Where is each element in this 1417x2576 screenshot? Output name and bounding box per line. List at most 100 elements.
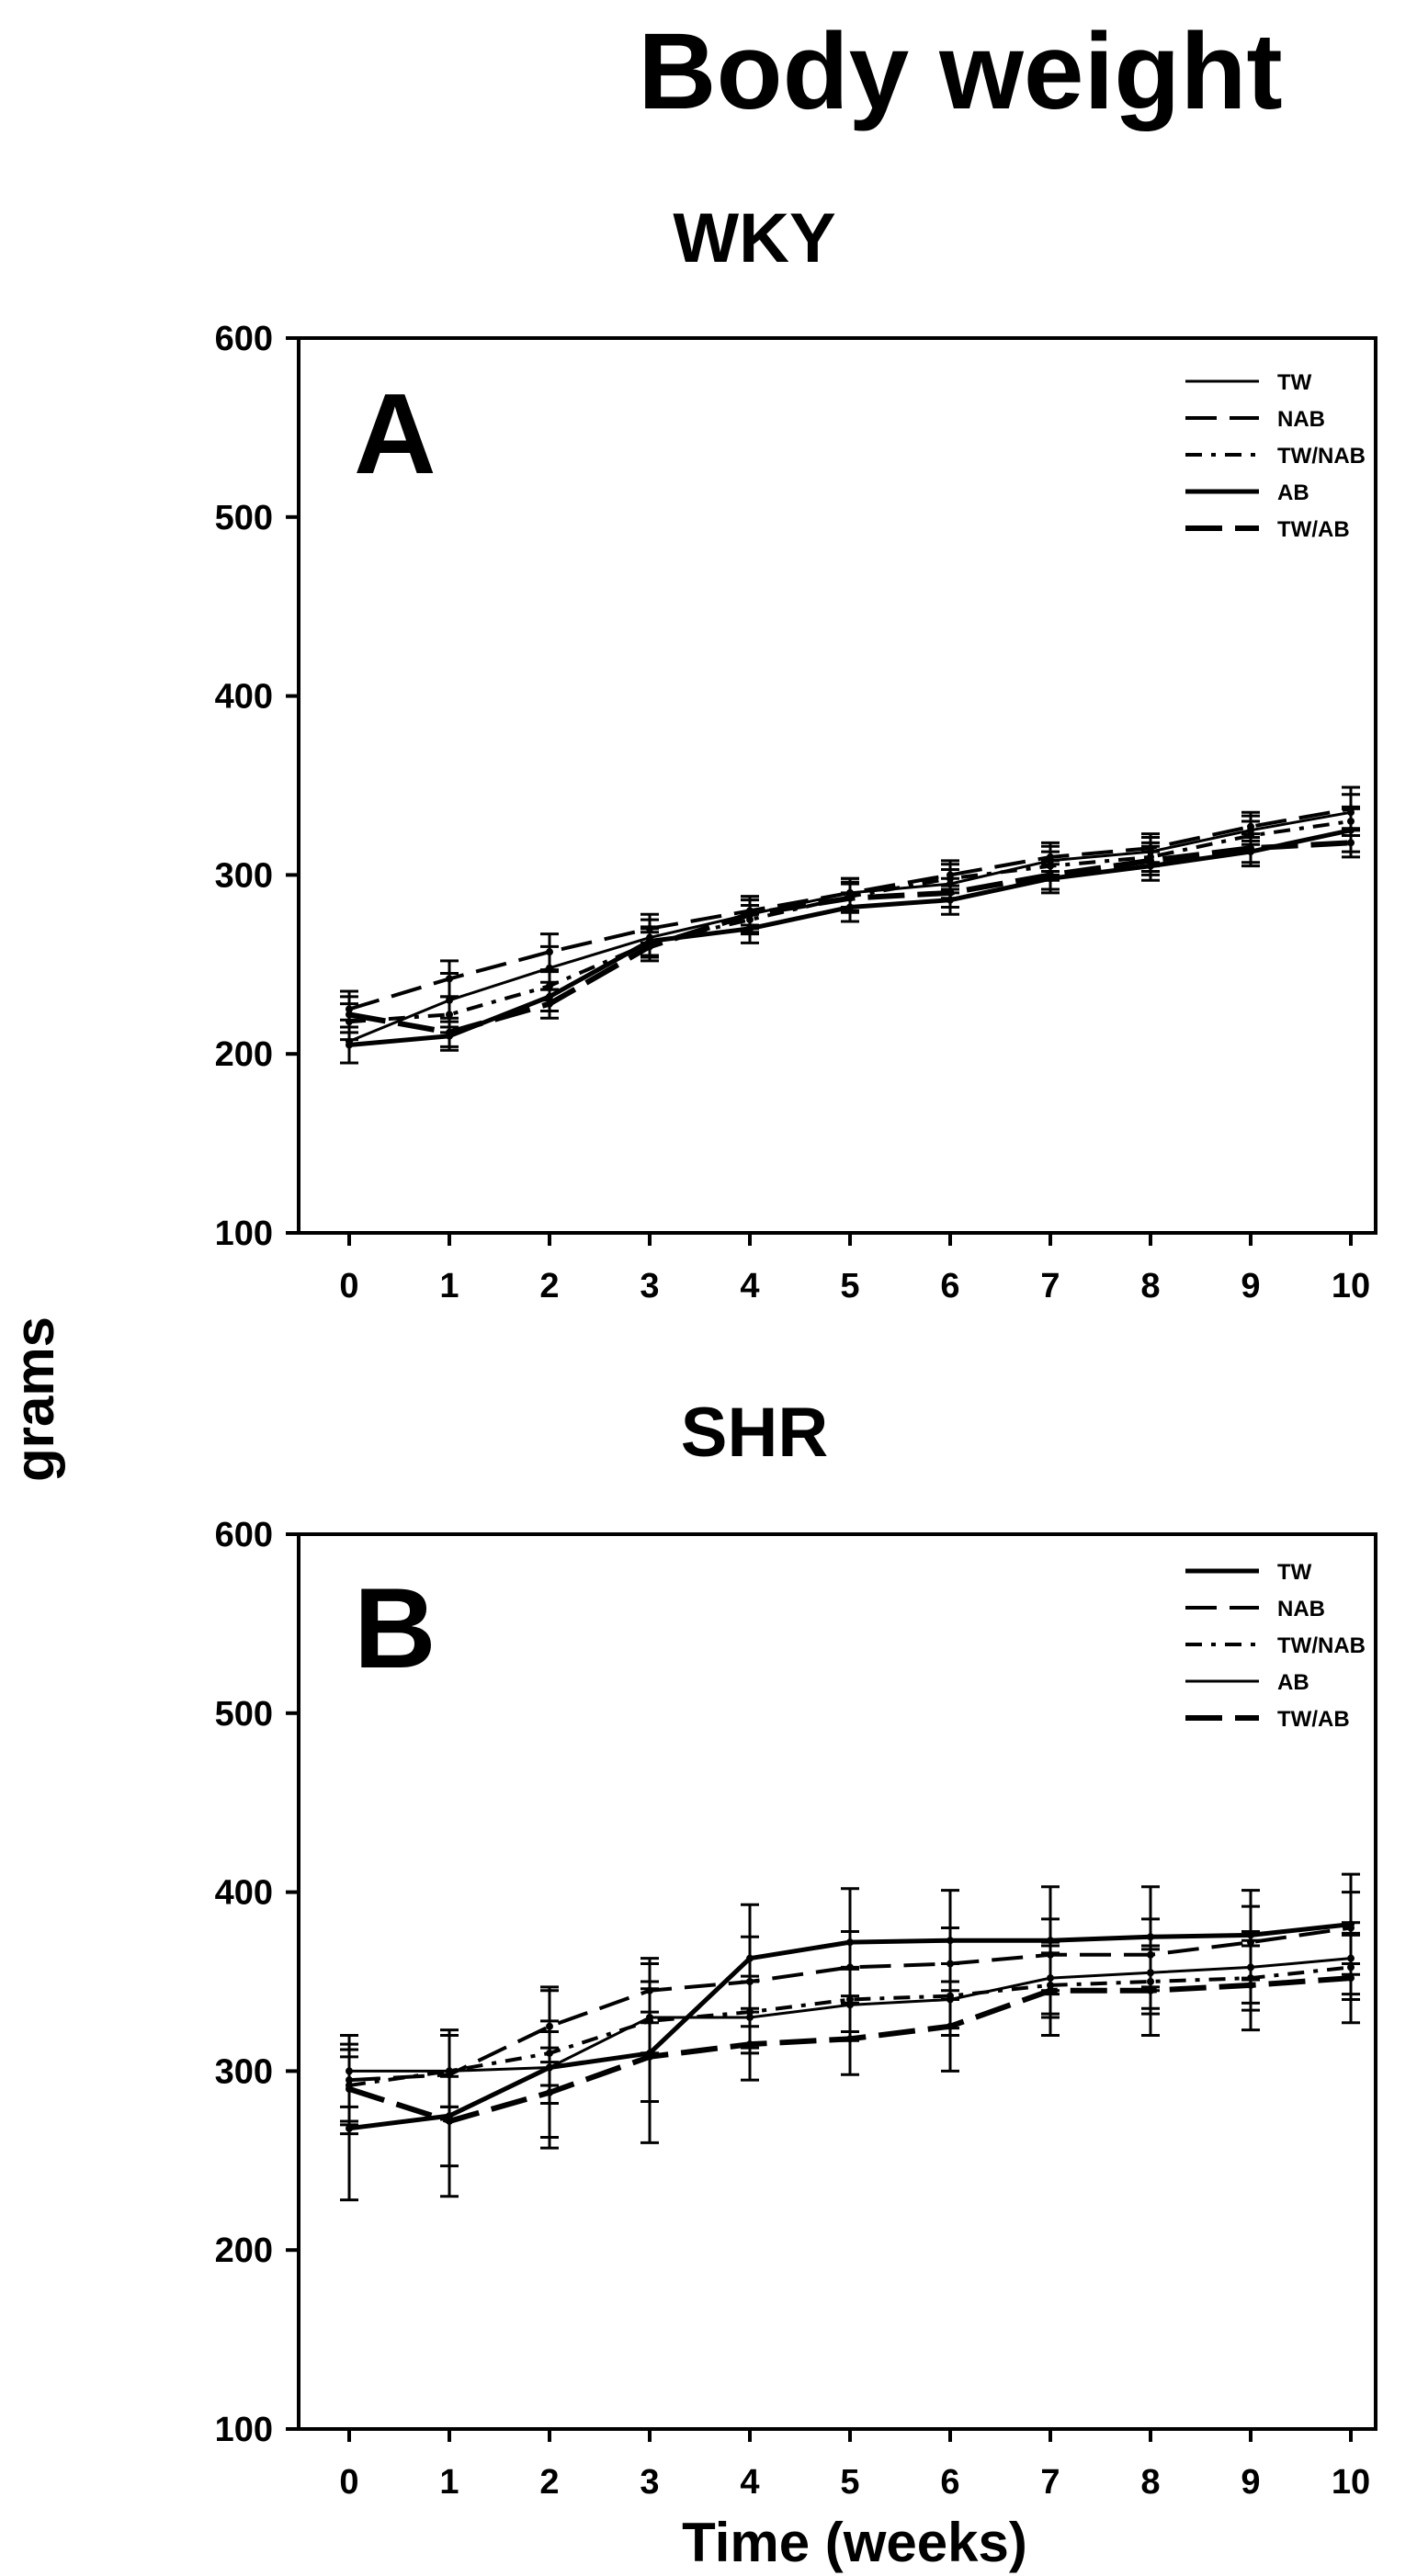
series-tw-nab xyxy=(340,805,1360,1042)
plot-frame xyxy=(297,336,1377,1235)
data-point xyxy=(646,2052,653,2061)
y-tick-label: 600 xyxy=(215,1516,273,1554)
legend-entry: NAB xyxy=(1185,407,1325,432)
data-point xyxy=(947,888,954,897)
data-point xyxy=(1047,871,1054,879)
data-point xyxy=(546,948,553,956)
x-tick-label: 7 xyxy=(1040,1267,1060,1305)
legend-entry: TW/AB xyxy=(1185,517,1350,542)
plot-frame xyxy=(297,1532,1377,2431)
x-tick-label: 0 xyxy=(339,2463,358,2502)
x-tick-label: 4 xyxy=(740,2463,759,2502)
x-tick-label: 2 xyxy=(539,1267,559,1305)
legend-label: TW/NAB xyxy=(1277,444,1366,469)
data-point xyxy=(346,2085,353,2093)
data-point xyxy=(1347,1974,1355,1983)
legend-label: NAB xyxy=(1277,407,1325,432)
legend-label: AB xyxy=(1277,1670,1309,1695)
data-point xyxy=(646,943,653,951)
panel-letter: B xyxy=(354,1565,436,1692)
y-tick-label: 500 xyxy=(215,1695,273,1734)
x-tick-label: 9 xyxy=(1241,1267,1260,1305)
x-tick-label: 3 xyxy=(640,2463,659,2502)
data-point xyxy=(446,1011,453,1019)
x-tick-label: 1 xyxy=(439,2463,459,2502)
data-point xyxy=(1147,1986,1154,1994)
x-tick-label: 5 xyxy=(840,2463,859,2502)
data-point xyxy=(846,894,854,902)
y-tick-label: 300 xyxy=(215,856,273,895)
x-tick-label: 6 xyxy=(940,1267,959,1305)
legend-label: TW/AB xyxy=(1277,1707,1350,1732)
legend-label: NAB xyxy=(1277,1597,1325,1621)
data-point xyxy=(846,2035,854,2043)
data-point xyxy=(1247,1981,1254,1989)
series-line xyxy=(348,840,1352,1035)
data-point xyxy=(446,975,453,983)
figure-title: Body weight xyxy=(638,11,1282,132)
legend-entry: TW xyxy=(1185,370,1312,395)
series-ab xyxy=(340,807,1360,1065)
data-point xyxy=(947,2022,954,2030)
data-point xyxy=(1247,844,1254,853)
legend-entry: TW/NAB xyxy=(1185,1633,1366,1658)
panel-b: SHR B 100 200 300 400 500 600 0 1 2 3 4 5 6 7 8 9 10 TW NAB T… xyxy=(215,1394,1377,2502)
legend-entry: AB xyxy=(1185,480,1309,505)
legend-label: TW xyxy=(1277,370,1312,395)
x-axis-label: Time (weeks) xyxy=(682,2512,1027,2573)
x-tick-label: 2 xyxy=(539,2463,559,2502)
x-tick-label: 1 xyxy=(439,1267,459,1305)
x-tick-label: 4 xyxy=(740,1267,759,1305)
x-tick-label: 3 xyxy=(640,1267,659,1305)
y-tick-label: 100 xyxy=(215,2411,273,2449)
x-tick-label: 10 xyxy=(1332,2463,1370,2502)
legend-label: TW/AB xyxy=(1277,517,1350,542)
data-point xyxy=(1147,856,1154,864)
data-point xyxy=(546,2088,553,2096)
legend-entry: TW xyxy=(1185,1560,1312,1585)
panel-a: WKY A 100 200 300 400 500 600 0 1 2 3 4 5 6 7 8 9 10 TW NAB T… xyxy=(215,199,1377,1305)
legend-entry: TW/AB xyxy=(1185,1707,1350,1732)
data-point xyxy=(446,2117,453,2125)
series-line xyxy=(348,1965,1352,2087)
data-point xyxy=(546,1000,553,1008)
series-tw-ab xyxy=(340,827,1360,1048)
x-tick-label: 5 xyxy=(840,1267,859,1305)
y-tick-label: 200 xyxy=(215,2231,273,2270)
y-tick-label: 100 xyxy=(215,1215,273,1253)
data-point xyxy=(446,2067,453,2075)
data-point xyxy=(746,2040,754,2049)
series-line xyxy=(348,828,1352,1047)
y-tick-label: 400 xyxy=(215,678,273,717)
data-point xyxy=(346,1041,353,1049)
x-tick-label: 7 xyxy=(1040,2463,1060,2502)
series-line xyxy=(348,1926,1352,2083)
data-point xyxy=(1347,839,1355,847)
x-tick-label: 9 xyxy=(1241,2463,1260,2502)
data-point xyxy=(1047,1986,1054,1994)
legend-label: TW/NAB xyxy=(1277,1633,1366,1658)
y-axis-label: grams xyxy=(4,1316,65,1482)
y-tick-label: 500 xyxy=(215,499,273,537)
x-tick-label: 0 xyxy=(339,1267,358,1305)
legend-entry: TW/NAB xyxy=(1185,444,1366,469)
y-tick-label: 200 xyxy=(215,1035,273,1074)
x-tick-label: 8 xyxy=(1140,1267,1160,1305)
panel-letter: A xyxy=(354,371,436,498)
data-point xyxy=(746,910,754,919)
legend-entry: AB xyxy=(1185,1670,1309,1695)
x-tick-label: 8 xyxy=(1140,2463,1160,2502)
data-point xyxy=(346,1011,353,1019)
series-tw-ab xyxy=(340,1931,1360,2168)
x-tick-label: 10 xyxy=(1332,1267,1370,1305)
legend-label: TW xyxy=(1277,1560,1312,1585)
series-tw xyxy=(340,793,1360,1065)
y-tick-label: 400 xyxy=(215,1874,273,1913)
legend-entry: NAB xyxy=(1185,1597,1325,1621)
panel-title: SHR xyxy=(681,1394,828,1472)
y-tick-label: 600 xyxy=(215,320,273,358)
x-tick-label: 6 xyxy=(940,2463,959,2502)
data-point xyxy=(446,1028,453,1036)
